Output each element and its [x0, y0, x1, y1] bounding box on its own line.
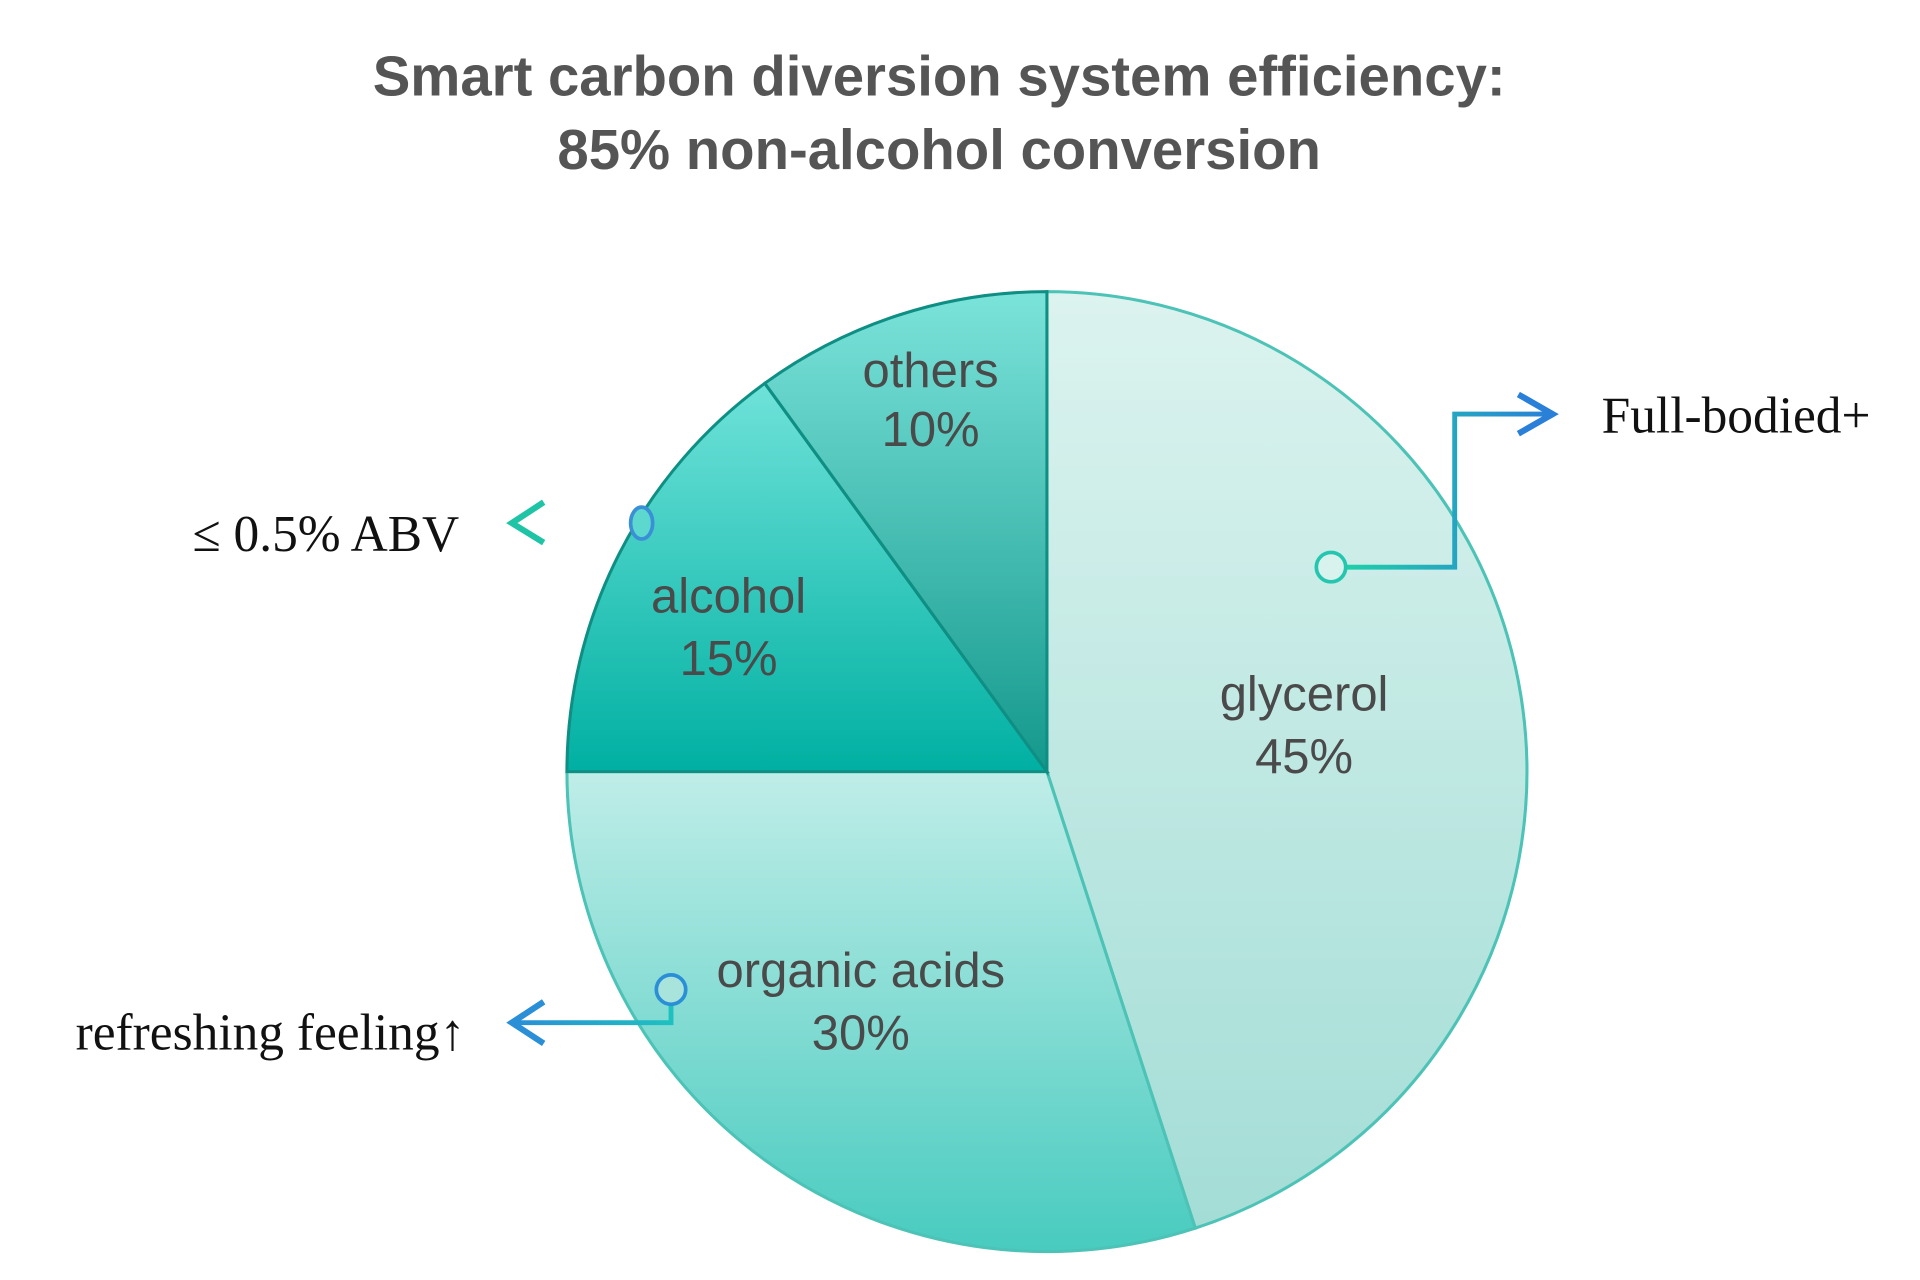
arrow-left-icon [506, 499, 546, 546]
chart-title-line-1: Smart carbon diversion system efficiency… [373, 45, 1506, 108]
annotation-abv: ≤ 0.5% ABV [192, 499, 655, 563]
anchor-dot [1314, 550, 1348, 584]
slice-label-organic-acids: organic acids [717, 944, 1006, 998]
pie-slice-others [762, 290, 1049, 777]
leader-line [1344, 411, 1553, 570]
slice-label-alcohol: alcohol [651, 569, 806, 623]
slice-value-others: 10% [882, 403, 980, 457]
slice-value-glycerol: 45% [1255, 730, 1353, 784]
annotation-text: Full-bodied+ [1602, 387, 1871, 444]
leader-line [511, 1004, 674, 1026]
chart-title-line-2: 85% non-alcohol conversion [557, 118, 1321, 181]
arrow-left-icon [506, 999, 546, 1047]
slice-value-organic-acids: 30% [812, 1007, 910, 1061]
anchor-dot [654, 973, 688, 1007]
slice-label-others: others [863, 344, 999, 398]
annotation-refreshing: refreshing feeling↑ [76, 973, 688, 1062]
annotation-full-bodied: Full-bodied+ [1314, 387, 1871, 584]
pie-slice-alcohol [565, 381, 1050, 774]
slice-label-glycerol: glycerol [1220, 667, 1389, 721]
annotation-text: ≤ 0.5% ABV [192, 506, 459, 563]
annotation-text: refreshing feeling↑ [76, 1005, 466, 1062]
pie-slice-glycerol [1045, 290, 1529, 1231]
arrow-right-icon [1516, 391, 1559, 437]
slice-value-alcohol: 15% [680, 632, 778, 686]
anchor-dot [628, 505, 655, 541]
pie-slice-organic-acids [565, 770, 1198, 1254]
